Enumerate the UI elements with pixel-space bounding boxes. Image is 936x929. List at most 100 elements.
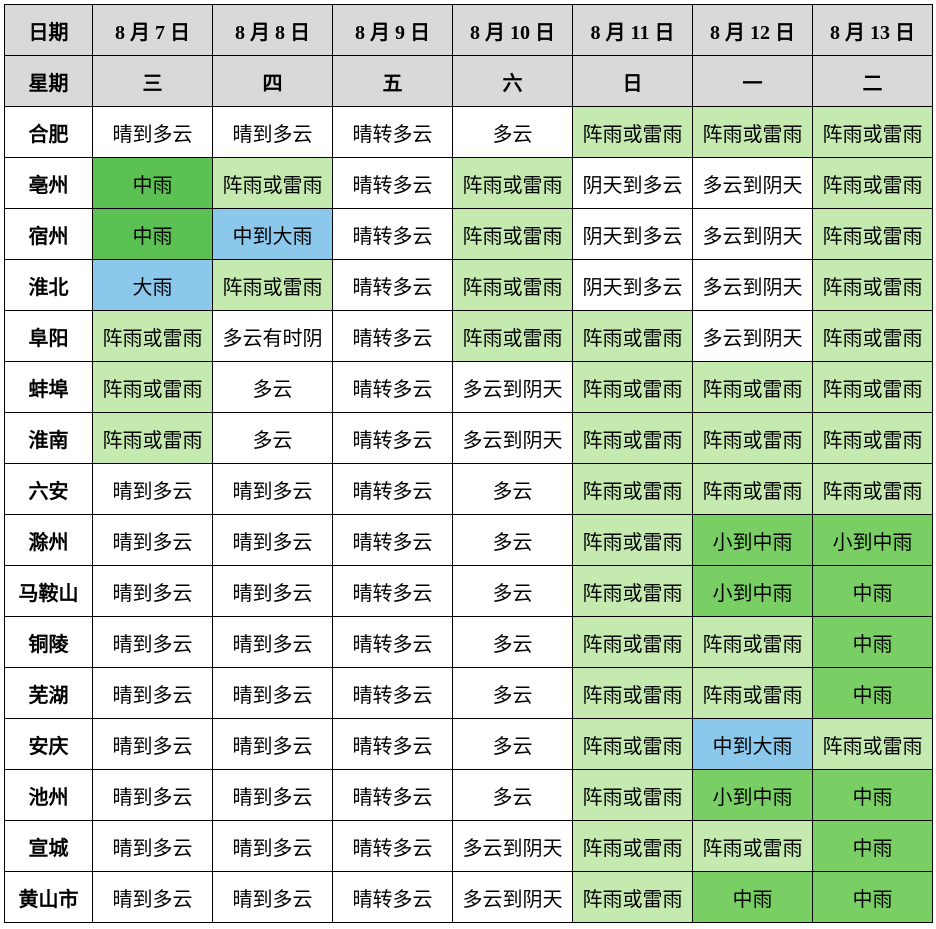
- forecast-cell: 阵雨或雷雨: [573, 107, 693, 158]
- city-name: 池州: [5, 770, 93, 821]
- forecast-cell: 晴到多云: [93, 107, 213, 158]
- city-name: 淮南: [5, 413, 93, 464]
- forecast-cell: 阵雨或雷雨: [573, 668, 693, 719]
- date-col-4: 8 月 11 日: [573, 5, 693, 56]
- forecast-cell: 晴转多云: [333, 464, 453, 515]
- date-col-3: 8 月 10 日: [453, 5, 573, 56]
- forecast-cell: 晴到多云: [93, 719, 213, 770]
- forecast-cell: 小到中雨: [693, 770, 813, 821]
- city-name: 滁州: [5, 515, 93, 566]
- city-name: 蚌埠: [5, 362, 93, 413]
- forecast-cell: 阵雨或雷雨: [213, 260, 333, 311]
- forecast-cell: 阵雨或雷雨: [693, 617, 813, 668]
- forecast-cell: 中雨: [813, 668, 933, 719]
- forecast-cell: 多云: [453, 566, 573, 617]
- forecast-cell: 阵雨或雷雨: [573, 515, 693, 566]
- city-name: 宣城: [5, 821, 93, 872]
- forecast-cell: 多云有时阴: [213, 311, 333, 362]
- forecast-cell: 阵雨或雷雨: [453, 311, 573, 362]
- forecast-cell: 阵雨或雷雨: [813, 209, 933, 260]
- forecast-cell: 阵雨或雷雨: [573, 617, 693, 668]
- forecast-cell: 多云到阴天: [693, 158, 813, 209]
- forecast-cell: 阵雨或雷雨: [213, 158, 333, 209]
- forecast-cell: 多云到阴天: [693, 209, 813, 260]
- forecast-cell: 阵雨或雷雨: [453, 158, 573, 209]
- forecast-cell: 晴到多云: [213, 719, 333, 770]
- forecast-cell: 阵雨或雷雨: [693, 413, 813, 464]
- weekday-col-2: 五: [333, 56, 453, 107]
- city-row: 马鞍山晴到多云晴到多云晴转多云多云阵雨或雷雨小到中雨中雨: [5, 566, 933, 617]
- weekday-col-0: 三: [93, 56, 213, 107]
- city-name: 黄山市: [5, 872, 93, 923]
- city-name: 六安: [5, 464, 93, 515]
- forecast-cell: 晴到多云: [213, 872, 333, 923]
- forecast-cell: 中雨: [93, 158, 213, 209]
- forecast-cell: 多云: [213, 362, 333, 413]
- header-row-weekday: 星期三四五六日一二: [5, 56, 933, 107]
- header-row-date: 日期8 月 7 日8 月 8 日8 月 9 日8 月 10 日8 月 11 日8…: [5, 5, 933, 56]
- forecast-cell: 阵雨或雷雨: [573, 719, 693, 770]
- forecast-cell: 晴到多云: [93, 770, 213, 821]
- forecast-cell: 阵雨或雷雨: [573, 566, 693, 617]
- forecast-cell: 多云: [453, 617, 573, 668]
- forecast-cell: 晴转多云: [333, 515, 453, 566]
- forecast-cell: 阵雨或雷雨: [813, 362, 933, 413]
- header-label-weekday: 星期: [5, 56, 93, 107]
- forecast-cell: 阵雨或雷雨: [693, 362, 813, 413]
- forecast-cell: 阵雨或雷雨: [693, 107, 813, 158]
- forecast-cell: 阵雨或雷雨: [573, 413, 693, 464]
- forecast-cell: 阵雨或雷雨: [813, 719, 933, 770]
- city-name: 芜湖: [5, 668, 93, 719]
- forecast-cell: 阵雨或雷雨: [573, 311, 693, 362]
- forecast-cell: 小到中雨: [693, 566, 813, 617]
- forecast-cell: 中雨: [93, 209, 213, 260]
- city-row: 池州晴到多云晴到多云晴转多云多云阵雨或雷雨小到中雨中雨: [5, 770, 933, 821]
- city-row: 蚌埠阵雨或雷雨多云晴转多云多云到阴天阵雨或雷雨阵雨或雷雨阵雨或雷雨: [5, 362, 933, 413]
- forecast-cell: 阵雨或雷雨: [693, 668, 813, 719]
- forecast-cell: 晴到多云: [93, 872, 213, 923]
- city-name: 宿州: [5, 209, 93, 260]
- forecast-cell: 晴到多云: [213, 107, 333, 158]
- forecast-cell: 晴转多云: [333, 413, 453, 464]
- city-name: 安庆: [5, 719, 93, 770]
- forecast-cell: 晴转多云: [333, 770, 453, 821]
- forecast-cell: 多云到阴天: [453, 821, 573, 872]
- forecast-cell: 大雨: [93, 260, 213, 311]
- weekday-col-5: 一: [693, 56, 813, 107]
- forecast-cell: 晴到多云: [93, 515, 213, 566]
- forecast-cell: 晴到多云: [93, 566, 213, 617]
- city-row: 宣城晴到多云晴到多云晴转多云多云到阴天阵雨或雷雨阵雨或雷雨中雨: [5, 821, 933, 872]
- forecast-cell: 多云: [453, 515, 573, 566]
- forecast-cell: 晴到多云: [213, 515, 333, 566]
- forecast-cell: 阵雨或雷雨: [813, 311, 933, 362]
- forecast-cell: 晴到多云: [213, 617, 333, 668]
- forecast-cell: 晴到多云: [213, 668, 333, 719]
- city-name: 合肥: [5, 107, 93, 158]
- forecast-cell: 阵雨或雷雨: [453, 209, 573, 260]
- forecast-cell: 阵雨或雷雨: [693, 464, 813, 515]
- forecast-cell: 阴天到多云: [573, 209, 693, 260]
- forecast-cell: 多云: [453, 107, 573, 158]
- forecast-cell: 多云到阴天: [453, 872, 573, 923]
- forecast-cell: 晴转多云: [333, 158, 453, 209]
- city-row: 黄山市晴到多云晴到多云晴转多云多云到阴天阵雨或雷雨中雨中雨: [5, 872, 933, 923]
- forecast-cell: 晴转多云: [333, 260, 453, 311]
- forecast-cell: 阵雨或雷雨: [813, 260, 933, 311]
- date-col-0: 8 月 7 日: [93, 5, 213, 56]
- forecast-cell: 中雨: [813, 872, 933, 923]
- date-col-6: 8 月 13 日: [813, 5, 933, 56]
- forecast-cell: 中到大雨: [693, 719, 813, 770]
- city-name: 阜阳: [5, 311, 93, 362]
- date-col-5: 8 月 12 日: [693, 5, 813, 56]
- forecast-cell: 阵雨或雷雨: [813, 413, 933, 464]
- forecast-cell: 阵雨或雷雨: [453, 260, 573, 311]
- city-row: 六安晴到多云晴到多云晴转多云多云阵雨或雷雨阵雨或雷雨阵雨或雷雨: [5, 464, 933, 515]
- forecast-cell: 晴到多云: [213, 821, 333, 872]
- forecast-cell: 晴转多云: [333, 617, 453, 668]
- forecast-cell: 晴转多云: [333, 668, 453, 719]
- date-col-1: 8 月 8 日: [213, 5, 333, 56]
- forecast-cell: 中雨: [693, 872, 813, 923]
- forecast-cell: 多云到阴天: [693, 260, 813, 311]
- forecast-cell: 阴天到多云: [573, 158, 693, 209]
- forecast-cell: 阵雨或雷雨: [813, 464, 933, 515]
